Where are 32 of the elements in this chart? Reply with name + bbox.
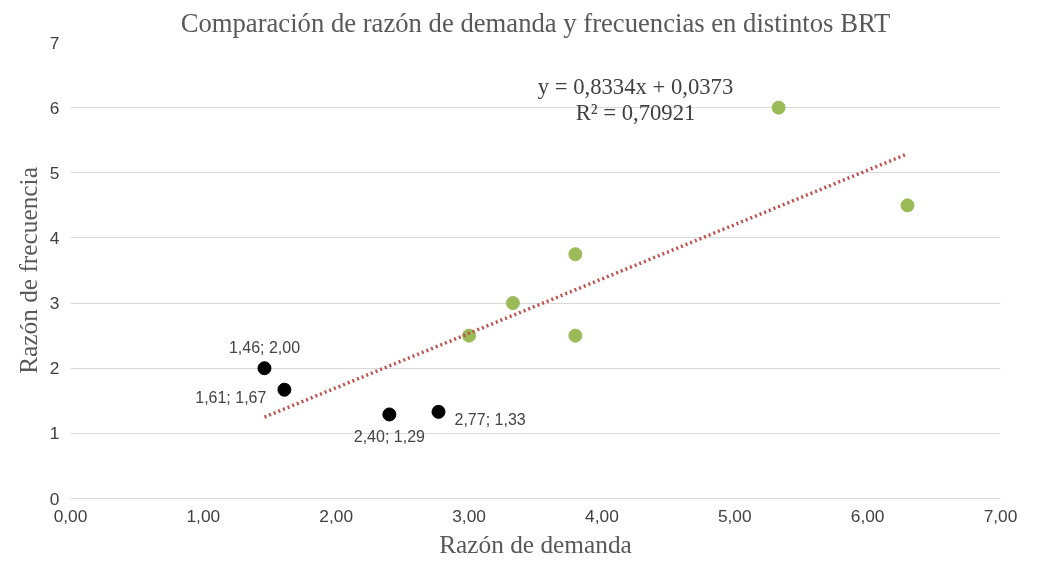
- y-axis-title: Razón de frecuencia: [13, 167, 42, 374]
- x-tick-label: 6,00: [850, 505, 885, 526]
- point: [431, 404, 446, 419]
- data-label: 2,77; 1,33: [454, 411, 526, 429]
- y-tick-label: 5: [49, 162, 60, 183]
- data-label: 2,40; 1,29: [353, 428, 426, 446]
- point: [900, 198, 915, 213]
- point: [568, 328, 583, 343]
- data-label: 1,61; 1,67: [195, 389, 267, 407]
- y-tick-label: 1: [49, 423, 60, 444]
- x-tick-label: 3,00: [452, 505, 486, 526]
- y-tick-label: 2: [49, 358, 60, 379]
- annotation: y = 0,8334x + 0,0373: [537, 73, 734, 99]
- data-label: 1,46; 2,00: [228, 339, 301, 357]
- point: [505, 296, 520, 311]
- x-tick-label: 1,00: [186, 505, 221, 526]
- point: [277, 382, 292, 397]
- x-tick-label: 5,00: [717, 505, 752, 526]
- y-tick-label: 3: [49, 293, 60, 314]
- y-tick-label: 6: [49, 97, 60, 118]
- x-tick-label: 4,00: [585, 505, 619, 526]
- annotation: R² = 0,70921: [575, 99, 696, 125]
- y-tick-label: 7: [49, 32, 60, 53]
- point: [771, 100, 786, 115]
- x-tick-label: 7,00: [983, 505, 1018, 526]
- y-tick-label: 4: [49, 227, 60, 248]
- x-tick-label: 2,00: [319, 505, 354, 526]
- point: [382, 407, 397, 422]
- point: [568, 247, 583, 262]
- point: [257, 361, 272, 376]
- chart-title: Comparación de razón de demanda y frecuencias en distintos BRT: [180, 7, 891, 38]
- x-axis-title: Razón de demanda: [439, 529, 632, 558]
